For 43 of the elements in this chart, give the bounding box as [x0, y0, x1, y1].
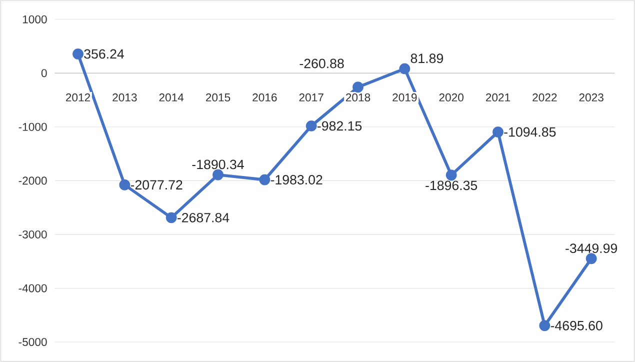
data-label: -1983.02: [270, 175, 322, 184]
y-tick-label: 1000: [22, 15, 47, 24]
x-tick-label: 2021: [486, 93, 510, 102]
x-tick-label: 2022: [532, 93, 557, 102]
point: [259, 174, 270, 186]
point: [539, 320, 550, 332]
data-label: -3449.99: [566, 244, 618, 254]
x-tick-label: 2016: [252, 93, 277, 102]
point: [352, 82, 364, 93]
y-tick-label: -4000: [18, 284, 47, 292]
x-tick-label: 2023: [579, 93, 604, 102]
point: [212, 169, 224, 180]
x-tick-label: 2013: [112, 93, 137, 102]
data-label: 356.24: [84, 49, 124, 59]
y-tick-label: -2000: [18, 176, 47, 185]
point: [492, 126, 504, 138]
x-tick-label: 2012: [66, 93, 90, 102]
data-label: -1890.34: [192, 160, 244, 170]
point: [119, 179, 130, 190]
point: [306, 120, 317, 132]
data-label: -1094.85: [504, 127, 556, 137]
data-label: -1896.35: [426, 180, 478, 190]
x-tick-label: 2020: [439, 93, 464, 102]
x-tick-label: 2017: [299, 93, 324, 102]
point: [72, 48, 84, 60]
data-label: -982.15: [318, 121, 362, 131]
x-tick-label: 2014: [159, 93, 184, 102]
data-label: -260.88: [300, 58, 344, 68]
data-label: -2687.84: [178, 212, 230, 222]
data-label: -4695.60: [550, 320, 602, 330]
x-tick-label: 2018: [346, 93, 370, 102]
point: [399, 63, 410, 74]
point: [166, 212, 177, 224]
y-tick-label: -1000: [18, 122, 47, 131]
y-tick-label: -5000: [18, 338, 47, 346]
x-tick-label: 2015: [206, 93, 230, 102]
data-label: 81.89: [410, 54, 444, 64]
y-tick-label: 0: [41, 69, 47, 78]
point: [446, 170, 457, 181]
y-tick-label: -3000: [18, 230, 47, 238]
point: [586, 253, 597, 264]
data-label: -2077.72: [130, 180, 182, 190]
x-tick-label: 2019: [392, 93, 417, 102]
